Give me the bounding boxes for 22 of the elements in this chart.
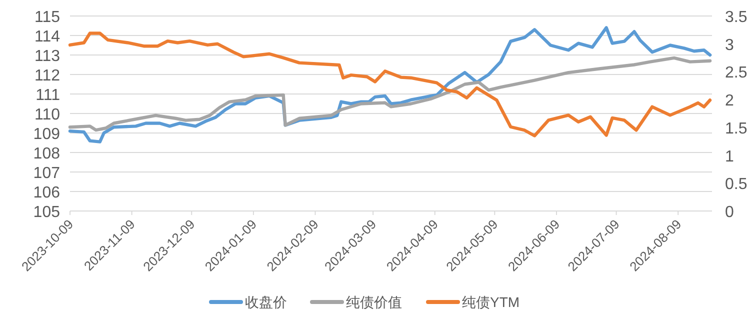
y2-tick-label: 2 [725, 92, 734, 110]
y-tick-label: 111 [36, 87, 60, 104]
y-tick-label: 106 [33, 184, 60, 202]
y2-tick-label: 3 [725, 36, 734, 54]
y2-tick-label: 0 [725, 204, 734, 221]
y-tick-label: 107 [33, 165, 60, 182]
legend-label: 纯债价值 [346, 294, 402, 310]
y-tick-label: 114 [34, 28, 60, 46]
y-tick-label: 112 [34, 68, 60, 84]
y-tick-label: 113 [34, 48, 60, 65]
y2-tick-label: 1.5 [725, 120, 748, 138]
y2-tick-label: 2.5 [725, 64, 748, 82]
y-tick-label: 110 [34, 106, 60, 124]
y-tick-label: 115 [34, 9, 60, 26]
legend-label: 收盘价 [245, 294, 287, 310]
y2-tick-label: 0.5 [725, 176, 748, 194]
y-tick-label: 105 [33, 204, 60, 221]
y2-tick-label: 1 [725, 148, 734, 166]
legend-label: 纯债YTM [462, 294, 520, 310]
y-tick-label: 109 [33, 126, 60, 143]
y2-tick-label: 3.5 [725, 9, 748, 26]
y-tick-label: 108 [33, 146, 60, 162]
